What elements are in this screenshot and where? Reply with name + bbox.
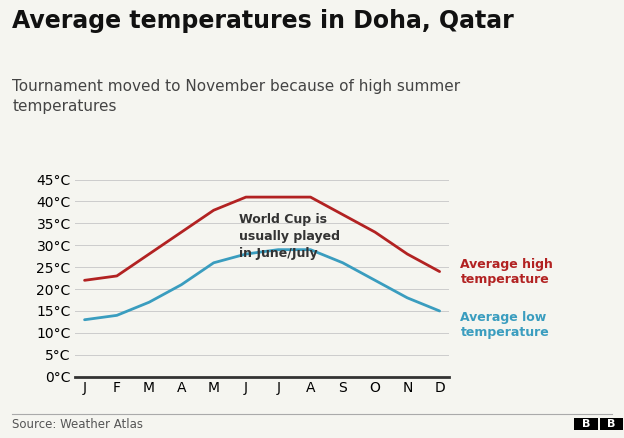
Text: B: B: [607, 419, 616, 429]
Text: B: B: [582, 419, 590, 429]
Text: World Cup is
usually played
in June/July: World Cup is usually played in June/July: [240, 213, 341, 260]
Text: Average high
temperature: Average high temperature: [461, 258, 553, 286]
Text: Source: Weather Atlas: Source: Weather Atlas: [12, 418, 144, 431]
Text: Tournament moved to November because of high summer
temperatures: Tournament moved to November because of …: [12, 79, 461, 113]
Text: Average low
temperature: Average low temperature: [461, 311, 549, 339]
Text: Average temperatures in Doha, Qatar: Average temperatures in Doha, Qatar: [12, 9, 514, 33]
